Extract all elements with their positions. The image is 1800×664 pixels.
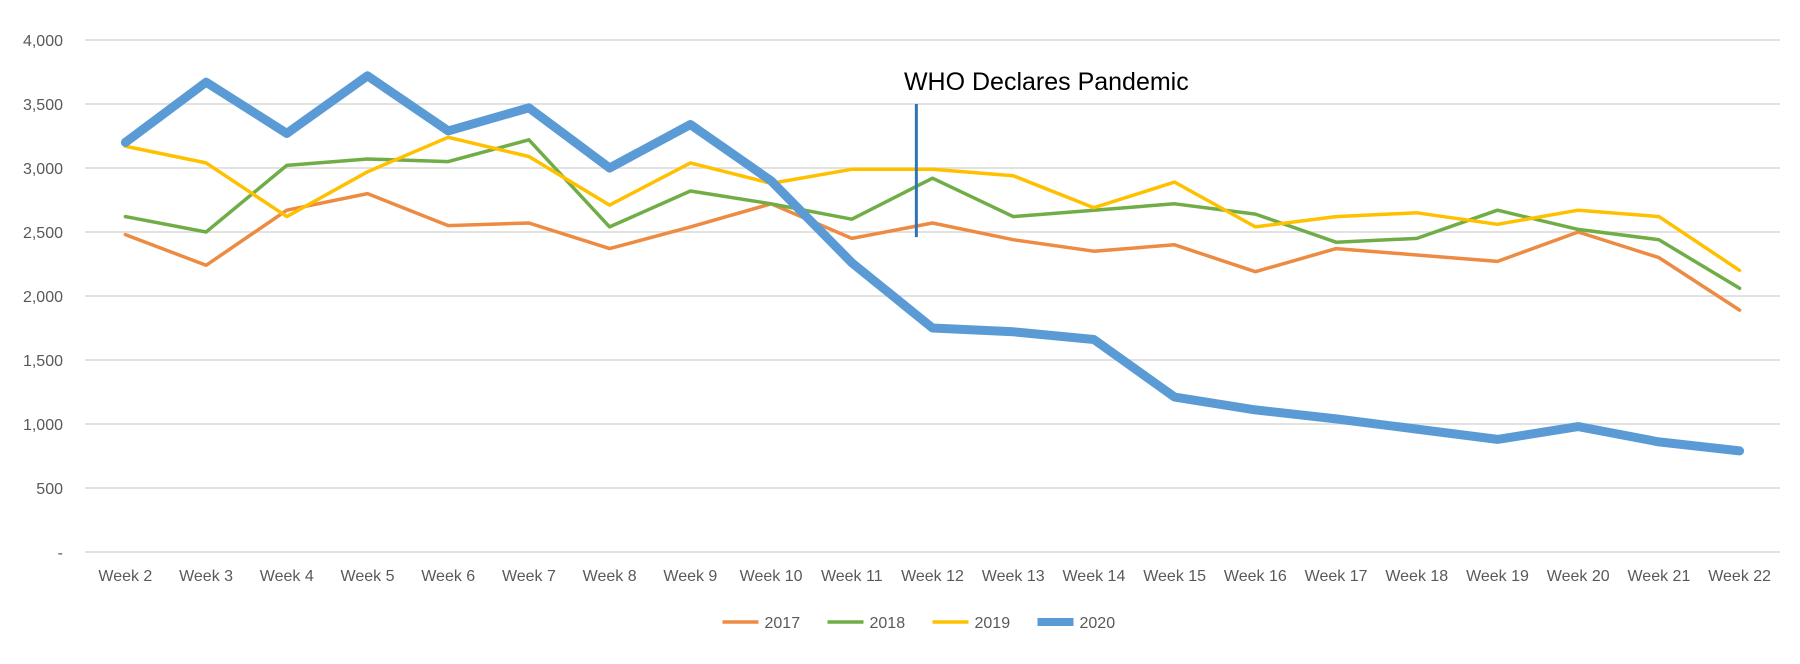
y-tick-label: 2,500 bbox=[23, 225, 63, 242]
y-tick-label: 1,000 bbox=[23, 417, 63, 434]
x-tick-label: Week 3 bbox=[179, 568, 233, 585]
legend-label: 2018 bbox=[870, 615, 906, 632]
annotation: WHO Declares Pandemic bbox=[904, 68, 1189, 238]
series-lines bbox=[120, 71, 1745, 456]
x-axis-tick-labels: Week 2 Week 3 Week 4 Week 5 Week 6 Week 7 Week… bbox=[98, 568, 1771, 585]
x-tick-label: Week 18 bbox=[1385, 568, 1448, 585]
x-tick-label: Week 14 bbox=[1062, 568, 1125, 585]
y-tick-label: 4,000 bbox=[23, 33, 63, 50]
y-tick-label: 3,000 bbox=[23, 161, 63, 178]
y-tick-label: 3,500 bbox=[23, 97, 63, 114]
x-tick-label: Week 8 bbox=[583, 568, 637, 585]
series-line-2020 bbox=[120, 71, 1745, 456]
y-tick-label: 1,500 bbox=[23, 353, 63, 370]
y-axis-tick-labels: - 500 1,000 1,500 2,000 2,500 3,000 3,500 4,000 bbox=[23, 33, 63, 562]
x-tick-label: Week 17 bbox=[1305, 568, 1368, 585]
x-tick-label: Week 6 bbox=[421, 568, 475, 585]
series-line-2018 bbox=[123, 138, 1742, 291]
x-tick-label: Week 20 bbox=[1547, 568, 1610, 585]
x-tick-label: Week 12 bbox=[901, 568, 964, 585]
legend-label: 2019 bbox=[975, 615, 1011, 632]
x-tick-label: Week 15 bbox=[1143, 568, 1206, 585]
x-tick-label: Week 10 bbox=[740, 568, 803, 585]
x-tick-label: Week 5 bbox=[341, 568, 395, 585]
legend: 2017 2018 2019 2020 bbox=[722, 615, 1116, 632]
legend-item-2019: 2019 bbox=[932, 615, 1011, 632]
x-tick-label: Week 16 bbox=[1224, 568, 1287, 585]
legend-label: 2020 bbox=[1080, 615, 1116, 632]
y-tick-label: 2,000 bbox=[23, 289, 63, 306]
x-tick-label: Week 19 bbox=[1466, 568, 1529, 585]
series-line-2017 bbox=[123, 191, 1742, 312]
x-tick-label: Week 11 bbox=[821, 568, 883, 585]
y-tick-label: 500 bbox=[36, 481, 63, 498]
series-line-2019 bbox=[123, 135, 1742, 273]
x-tick-label: Week 9 bbox=[663, 568, 717, 585]
x-tick-label: Week 21 bbox=[1627, 568, 1690, 585]
legend-label: 2017 bbox=[765, 615, 801, 632]
legend-item-2018: 2018 bbox=[827, 615, 906, 632]
legend-item-2017: 2017 bbox=[722, 615, 801, 632]
gridlines bbox=[85, 39, 1780, 553]
x-tick-label: Week 2 bbox=[98, 568, 152, 585]
y-tick-label: - bbox=[58, 545, 63, 562]
legend-item-2020: 2020 bbox=[1037, 615, 1116, 632]
x-tick-label: Week 7 bbox=[502, 568, 556, 585]
x-tick-label: Week 13 bbox=[982, 568, 1045, 585]
x-tick-label: Week 4 bbox=[260, 568, 314, 585]
x-tick-label: Week 22 bbox=[1708, 568, 1771, 585]
annotation-label: WHO Declares Pandemic bbox=[904, 68, 1189, 96]
